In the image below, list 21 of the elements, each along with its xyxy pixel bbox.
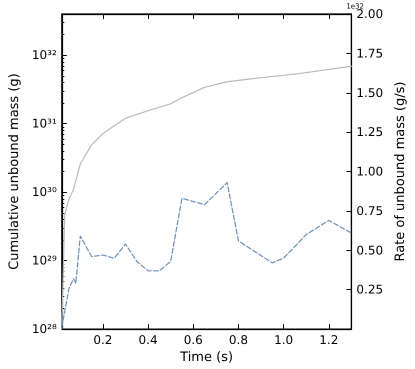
- y2-tick-label: 1.75: [356, 46, 384, 60]
- y-tick-label: 10³⁰: [32, 185, 57, 200]
- x-tick-label: 1.2: [319, 333, 338, 348]
- y2-tick-label: 0.50: [356, 243, 384, 258]
- y2-tick-label: 1.00: [356, 164, 384, 179]
- y-tick-label: 10²⁸: [32, 322, 57, 336]
- y-axis-title: Cumulative unbound mass (g): [7, 73, 22, 270]
- y2-tick-label: 1.25: [356, 125, 384, 140]
- y2-tick-label: 0.25: [356, 282, 384, 297]
- y2-tick-label: 0.75: [356, 204, 384, 218]
- y-tick-label: 10²⁹: [32, 254, 57, 268]
- y2-axis-title: Rate of unbound mass (g/s): [393, 82, 408, 262]
- x-tick-label: 1.0: [274, 333, 294, 348]
- x-tick-label: 0.8: [228, 333, 248, 348]
- x-tick-label: 0.4: [138, 333, 158, 348]
- y-tick-label: 10³²: [32, 48, 57, 62]
- x-axis-title: Time (s): [179, 350, 234, 365]
- y-tick-label: 10³¹: [32, 116, 57, 131]
- y2-tick-label: 1.50: [356, 86, 384, 100]
- x-tick-label: 0.2: [93, 333, 112, 348]
- x-tick-label: 0.6: [184, 333, 203, 348]
